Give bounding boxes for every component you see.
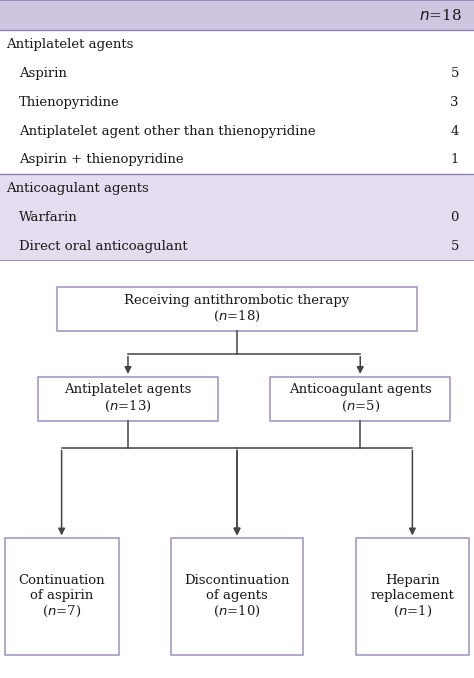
Text: 5: 5 (450, 240, 459, 253)
Text: $\mathit{n}$=18: $\mathit{n}$=18 (419, 7, 462, 22)
Text: 4: 4 (450, 125, 459, 138)
Text: Aspirin + thienopyridine: Aspirin + thienopyridine (19, 153, 183, 167)
Text: Warfarin: Warfarin (19, 212, 78, 224)
Text: Anticoagulant agents: Anticoagulant agents (6, 182, 148, 195)
Text: Anticoagulant agents
($\mathit{n}$=5): Anticoagulant agents ($\mathit{n}$=5) (289, 384, 432, 414)
Text: Direct oral anticoagulant: Direct oral anticoagulant (19, 240, 188, 253)
Text: Antiplatelet agents
($\mathit{n}$=13): Antiplatelet agents ($\mathit{n}$=13) (64, 384, 191, 414)
Text: 3: 3 (450, 96, 459, 108)
FancyBboxPatch shape (38, 377, 218, 420)
Text: 0: 0 (450, 212, 459, 224)
Text: Thienopyridine: Thienopyridine (19, 96, 120, 108)
Text: 5: 5 (450, 67, 459, 80)
FancyBboxPatch shape (57, 287, 417, 331)
FancyBboxPatch shape (171, 538, 303, 655)
FancyBboxPatch shape (356, 538, 469, 655)
Text: Heparin
replacement
($\mathit{n}$=1): Heparin replacement ($\mathit{n}$=1) (371, 574, 454, 619)
Text: Antiplatelet agents: Antiplatelet agents (6, 38, 133, 51)
FancyBboxPatch shape (5, 538, 118, 655)
Bar (0, 0, 474, 30)
FancyBboxPatch shape (270, 377, 450, 420)
Bar (0, 174, 474, 261)
Text: 1: 1 (450, 153, 459, 167)
Text: Antiplatelet agent other than thienopyridine: Antiplatelet agent other than thienopyri… (19, 125, 316, 138)
Text: Aspirin: Aspirin (19, 67, 67, 80)
Text: Discontinuation
of agents
($\mathit{n}$=10): Discontinuation of agents ($\mathit{n}$=… (184, 574, 290, 619)
Text: Receiving antithrombotic therapy
($\mathit{n}$=18): Receiving antithrombotic therapy ($\math… (124, 294, 350, 324)
Text: Continuation
of aspirin
($\mathit{n}$=7): Continuation of aspirin ($\mathit{n}$=7) (18, 574, 105, 619)
